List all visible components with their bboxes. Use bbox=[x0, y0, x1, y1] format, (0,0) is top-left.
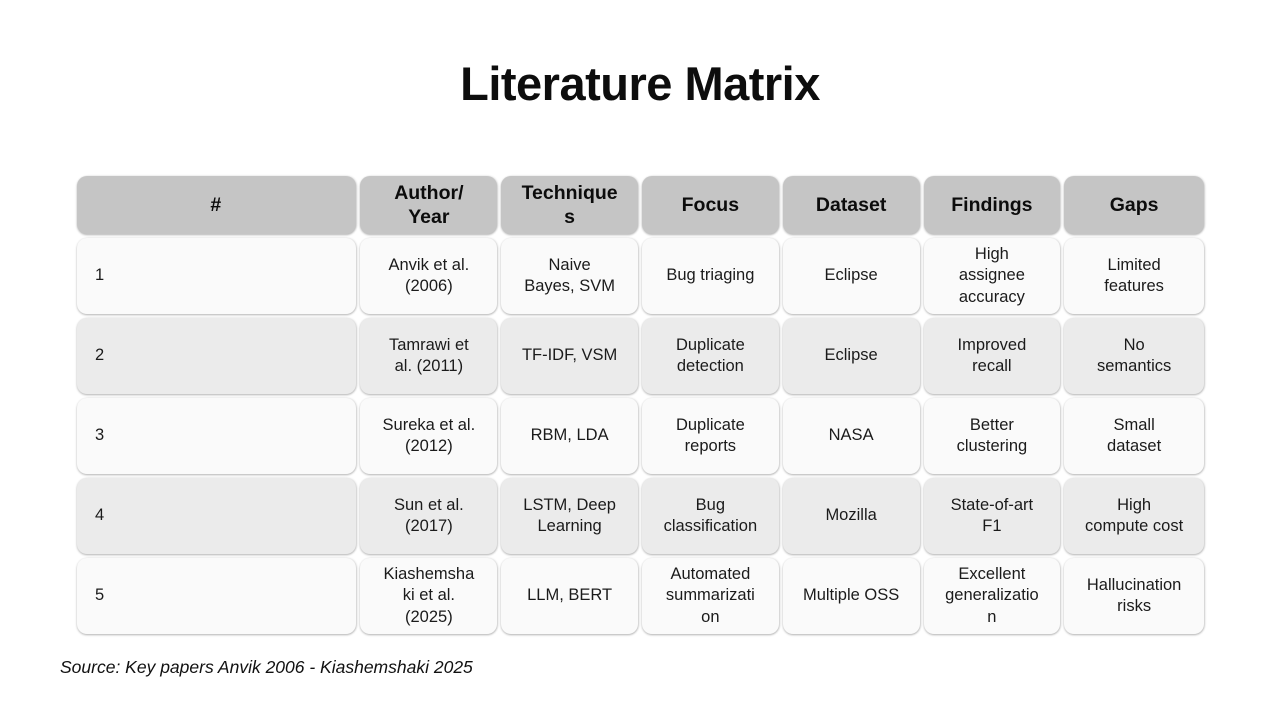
header-cell: Techniques bbox=[501, 176, 638, 234]
table-cell: Sun et al. (2017) bbox=[360, 478, 498, 554]
table-cell: Automated summarization bbox=[641, 558, 779, 634]
table-cell-text: Naive Bayes, SVM bbox=[524, 255, 615, 295]
header-cell-text: Author/ Year bbox=[394, 181, 464, 228]
table-cell-text: 3 bbox=[95, 426, 105, 445]
table-cell-text: 5 bbox=[95, 586, 105, 605]
header-cell: Gaps bbox=[1064, 176, 1204, 234]
table-cell: NASA bbox=[782, 398, 920, 474]
table-cell: Kiashemshaki et al. (2025) bbox=[360, 558, 498, 634]
table-cell: Duplicate reports bbox=[641, 398, 779, 474]
table-cell-text: No semantics bbox=[1096, 335, 1172, 375]
table-cell: Bug triaging bbox=[641, 238, 779, 314]
header-cell-text: # bbox=[210, 193, 222, 216]
header-cell-text: Findings bbox=[951, 193, 1033, 216]
table-cell: State-of-art F1 bbox=[923, 478, 1061, 554]
table-cell-text: Sun et al. (2017) bbox=[394, 495, 464, 535]
table-cell-text: Tamrawi et al. (2011) bbox=[388, 335, 469, 375]
table-cell: LSTM, Deep Learning bbox=[501, 478, 638, 554]
header-cell: Dataset bbox=[782, 176, 920, 234]
table-cell: Sureka et al. (2012) bbox=[360, 398, 498, 474]
table-cell-text: Mozilla bbox=[825, 506, 877, 525]
table-cell-text: Limited features bbox=[1104, 255, 1164, 295]
header-cell-text: Focus bbox=[681, 193, 740, 216]
table-cell: High compute cost bbox=[1064, 478, 1204, 554]
table-cell-text: Anvik et al. (2006) bbox=[388, 255, 470, 295]
literature-matrix-table: # Author/ Year Techniques Focus Dataset Findi… bbox=[77, 176, 1204, 634]
table-cell: Eclipse bbox=[782, 318, 920, 394]
source-note: Source: Key papers Anvik 2006 - Kiashems… bbox=[60, 657, 473, 677]
header-cell: Findings bbox=[923, 176, 1061, 234]
table-cell: Mozilla bbox=[782, 478, 920, 554]
table-cell: 4 bbox=[77, 478, 357, 554]
table-cell: Anvik et al. (2006) bbox=[360, 238, 498, 314]
table-cell: Tamrawi et al. (2011) bbox=[360, 318, 498, 394]
page-title: Literature Matrix bbox=[460, 57, 820, 110]
table-cell-text: Hallucination risks bbox=[1086, 575, 1182, 615]
table-cell-text: NASA bbox=[828, 426, 874, 445]
header-cell-text: Techniques bbox=[521, 181, 618, 228]
table-cell-text: 4 bbox=[95, 506, 105, 525]
table-cell-text: Bug triaging bbox=[666, 266, 755, 285]
table-cell: 3 bbox=[77, 398, 357, 474]
table-cell-text: Bug classification bbox=[663, 495, 758, 535]
header-cell: Focus bbox=[641, 176, 779, 234]
table-cell: Duplicate detection bbox=[641, 318, 779, 394]
table-cell-text: Duplicate detection bbox=[675, 335, 745, 375]
table-cell-text: Eclipse bbox=[824, 346, 878, 365]
table-cell: Multiple OSS bbox=[782, 558, 920, 634]
table-cell-text: Small dataset bbox=[1107, 415, 1162, 455]
table-cell: No semantics bbox=[1064, 318, 1204, 394]
table-cell-text: 1 bbox=[95, 266, 105, 285]
table-cell: Improved recall bbox=[923, 318, 1061, 394]
table-cell-text: Automated summarization bbox=[665, 564, 755, 626]
table-cell-text: Improved recall bbox=[957, 335, 1027, 375]
table-cell-text: Excellent generalization bbox=[945, 564, 1039, 626]
table-cell: TF-IDF, VSM bbox=[501, 318, 638, 394]
header-cell: # bbox=[77, 176, 357, 234]
table-cell-text: 2 bbox=[95, 346, 105, 365]
table-cell-text: Sureka et al. (2012) bbox=[382, 415, 476, 455]
table-cell: High assignee accuracy bbox=[923, 238, 1061, 314]
header-cell-text: Dataset bbox=[815, 193, 887, 216]
table-cell-text: LLM, BERT bbox=[527, 586, 613, 605]
table-cell-text: RBM, LDA bbox=[530, 426, 609, 445]
table-cell-text: High assignee accuracy bbox=[958, 244, 1025, 306]
table-cell-text: Kiashemshaki et al. (2025) bbox=[383, 564, 475, 626]
table-cell: Excellent generalization bbox=[923, 558, 1061, 634]
table-cell-text: State-of-art F1 bbox=[950, 495, 1034, 535]
table-cell-text: Duplicate reports bbox=[675, 415, 745, 455]
header-cell-text: Gaps bbox=[1109, 193, 1159, 216]
table-cell: Limited features bbox=[1064, 238, 1204, 314]
table-cell-text: TF-IDF, VSM bbox=[521, 346, 618, 365]
table-cell-text: Eclipse bbox=[824, 266, 878, 285]
table-cell: LLM, BERT bbox=[501, 558, 638, 634]
table-cell: 1 bbox=[77, 238, 357, 314]
header-cell: Author/ Year bbox=[360, 176, 498, 234]
table-cell: 2 bbox=[77, 318, 357, 394]
table-cell: Eclipse bbox=[782, 238, 920, 314]
table-cell: Small dataset bbox=[1064, 398, 1204, 474]
table-cell-text: Multiple OSS bbox=[802, 586, 900, 605]
table-cell: RBM, LDA bbox=[501, 398, 638, 474]
table-cell-text: LSTM, Deep Learning bbox=[523, 495, 616, 535]
table-cell-text: Better clustering bbox=[956, 415, 1028, 455]
table-cell: Hallucination risks bbox=[1064, 558, 1204, 634]
table-cell: Bug classification bbox=[641, 478, 779, 554]
table-cell-text: High compute cost bbox=[1085, 495, 1184, 535]
table-cell: Better clustering bbox=[923, 398, 1061, 474]
table-cell: 5 bbox=[77, 558, 357, 634]
table-cell: Naive Bayes, SVM bbox=[501, 238, 638, 314]
